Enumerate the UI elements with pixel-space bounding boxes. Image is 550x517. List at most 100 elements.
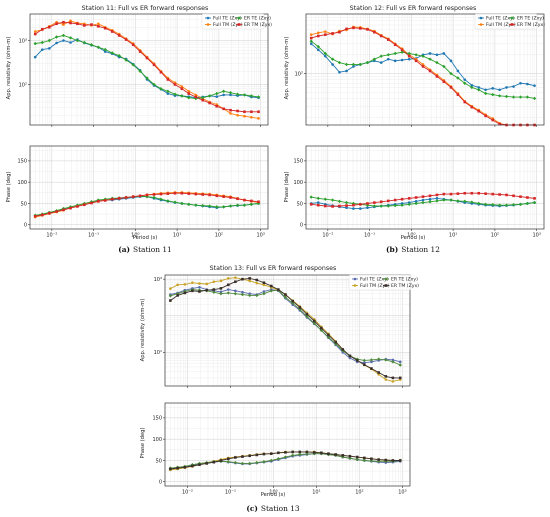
data-point-er-tm-zyx xyxy=(491,118,495,122)
data-point-er-tm-zyx xyxy=(83,24,86,27)
data-point-full-te-zxy xyxy=(262,290,266,293)
data-point-er-te-zxy xyxy=(262,460,266,464)
legend-marker xyxy=(510,16,514,20)
data-point-er-tm-zyx xyxy=(166,78,170,81)
data-point-full-te-zxy xyxy=(338,70,341,74)
caption-text: Station 12 xyxy=(401,245,440,254)
data-point-er-tm-zyx xyxy=(201,98,205,102)
y-tick-label: 50 xyxy=(297,201,303,207)
data-point-er-te-zxy xyxy=(337,60,342,65)
data-point-er-tm-zyx xyxy=(484,114,487,118)
data-point-full-tm-zyx xyxy=(236,113,239,117)
data-point-full-tm-zyx xyxy=(169,287,172,290)
data-point-er-te-zxy xyxy=(131,63,135,67)
data-point-er-te-zxy xyxy=(233,460,238,465)
data-point-er-tm-zyx xyxy=(277,288,280,291)
data-point-full-te-zxy xyxy=(219,290,223,294)
data-point-er-te-zxy xyxy=(173,92,177,96)
data-point-full-te-zxy xyxy=(215,95,219,98)
data-point-er-te-zxy xyxy=(309,39,313,43)
resistivity-plot: 10² xyxy=(295,13,545,127)
data-point-er-tm-zyx xyxy=(284,293,287,296)
data-point-er-te-zxy xyxy=(269,289,273,293)
data-point-er-te-zxy xyxy=(173,200,177,204)
data-point-full-te-zxy xyxy=(366,206,369,210)
data-point-er-te-zxy xyxy=(386,204,390,208)
caption-label: (c) xyxy=(246,504,258,513)
y-tick-label: 0 xyxy=(24,223,27,229)
data-point-er-te-zxy xyxy=(221,89,226,94)
data-point-er-tm-zyx xyxy=(442,192,446,196)
data-point-er-te-zxy xyxy=(428,57,432,61)
data-point-full-tm-zyx xyxy=(183,283,187,286)
data-point-full-te-zxy xyxy=(40,48,44,51)
data-point-er-tm-zyx xyxy=(324,33,327,36)
data-point-er-tm-zyx xyxy=(222,107,225,111)
subfigure-caption: (c) Station 13 xyxy=(246,504,300,513)
data-point-er-tm-zyx xyxy=(248,277,251,280)
x-tick-label: 10⁻¹ xyxy=(364,233,375,239)
x-tick-label: 10² xyxy=(491,233,499,239)
data-point-er-tm-zyx xyxy=(449,192,453,196)
data-point-full-te-zxy xyxy=(359,207,362,210)
data-point-er-tm-zyx xyxy=(187,192,191,195)
data-point-er-tm-zyx xyxy=(309,36,313,40)
data-point-er-te-zxy xyxy=(386,53,390,57)
data-point-er-te-zxy xyxy=(82,40,87,45)
data-point-er-tm-zyx xyxy=(48,211,51,215)
y-tick-label: 10³ xyxy=(19,38,27,44)
data-point-full-tm-zyx xyxy=(194,93,198,97)
data-point-er-tm-zyx xyxy=(320,451,323,455)
data-point-er-te-zxy xyxy=(33,41,37,46)
data-point-full-te-zxy xyxy=(198,285,201,289)
data-point-er-te-zxy xyxy=(525,95,530,99)
data-point-full-tm-zyx xyxy=(234,276,237,279)
data-point-er-tm-zyx xyxy=(370,457,373,461)
plot-frame xyxy=(164,402,411,487)
data-point-full-te-zxy xyxy=(407,57,411,61)
data-point-er-te-zxy xyxy=(110,51,114,55)
legend: Full TE (Zxy)Full TM (Zyx)ER TE (Zxy)ER … xyxy=(348,274,419,291)
data-point-er-te-zxy xyxy=(180,94,184,98)
data-point-er-tm-zyx xyxy=(124,38,128,41)
data-point-full-te-zxy xyxy=(48,47,51,50)
data-point-er-tm-zyx xyxy=(159,70,163,74)
data-point-er-tm-zyx xyxy=(55,22,58,26)
data-point-er-te-zxy xyxy=(435,199,439,203)
data-point-full-te-zxy xyxy=(484,88,487,92)
data-point-er-tm-zyx xyxy=(250,110,253,114)
data-point-er-te-zxy xyxy=(242,93,247,97)
legend-label: ER TM (Zyx) xyxy=(391,283,419,289)
legend-label: Full TM (Zyx) xyxy=(486,22,516,28)
data-point-full-te-zxy xyxy=(229,93,232,97)
data-point-er-tm-zyx xyxy=(191,289,194,293)
data-point-er-tm-zyx xyxy=(398,376,402,380)
data-point-full-tm-zyx xyxy=(212,280,216,284)
data-point-er-tm-zyx xyxy=(169,467,172,471)
data-point-er-tm-zyx xyxy=(205,462,209,465)
data-point-er-tm-zyx xyxy=(366,202,369,205)
y-tick-label: 10³ xyxy=(154,277,162,283)
x-axis-label: Period (s) xyxy=(401,235,426,241)
data-point-er-te-zxy xyxy=(456,76,460,80)
data-point-er-tm-zyx xyxy=(117,34,121,37)
data-point-er-te-zxy xyxy=(532,200,537,205)
data-point-er-te-zxy xyxy=(470,200,474,204)
data-point-er-tm-zyx xyxy=(241,277,244,281)
data-point-er-tm-zyx xyxy=(341,348,345,351)
data-point-er-tm-zyx xyxy=(338,30,341,34)
data-point-er-te-zxy xyxy=(166,199,170,203)
x-tick-label: 10⁻² xyxy=(322,233,333,239)
y-tick-label: 150 xyxy=(17,159,27,165)
data-point-er-tm-zyx xyxy=(166,192,170,195)
y-tick-label: 150 xyxy=(293,159,303,165)
data-point-er-te-zxy xyxy=(463,199,467,204)
data-point-er-tm-zyx xyxy=(198,290,201,293)
data-point-er-tm-zyx xyxy=(449,86,453,89)
data-point-er-tm-zyx xyxy=(236,197,239,201)
data-point-er-tm-zyx xyxy=(212,288,216,291)
data-point-er-te-zxy xyxy=(159,87,163,91)
data-point-er-tm-zyx xyxy=(152,63,156,67)
data-point-er-tm-zyx xyxy=(159,192,163,196)
data-point-er-te-zxy xyxy=(362,358,367,363)
